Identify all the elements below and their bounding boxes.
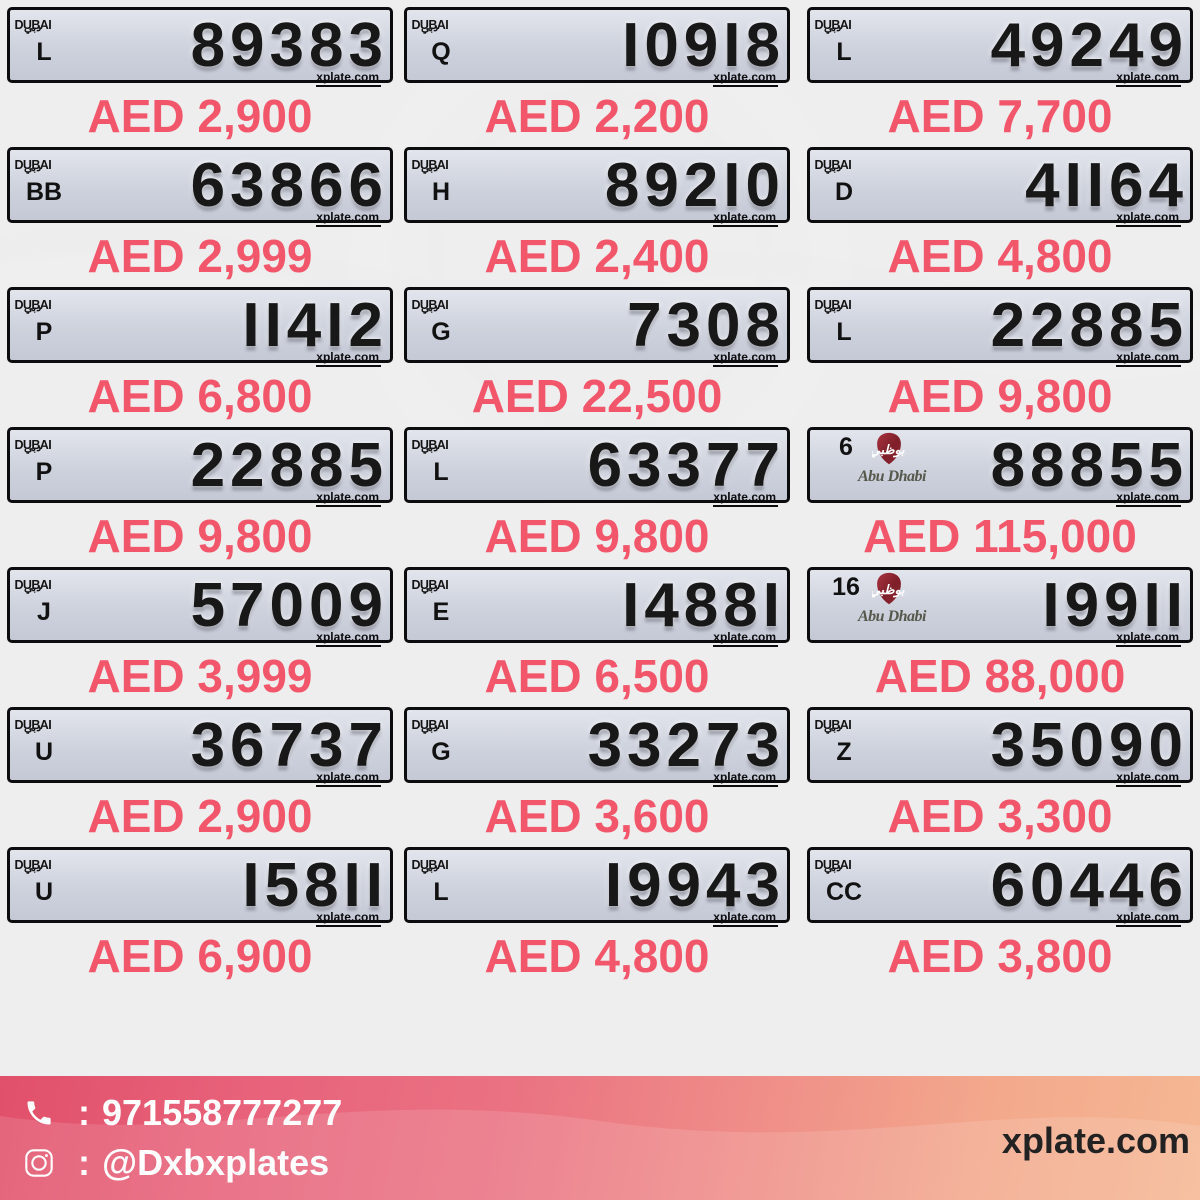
svg-text:دبي: دبي [421,582,438,595]
svg-text:دبي: دبي [421,722,438,735]
svg-text:دبي: دبي [24,862,41,875]
svg-text:دبي: دبي [824,162,841,175]
svg-text:دبي: دبي [421,442,438,455]
svg-text:دبي: دبي [24,442,41,455]
svg-text:دبي: دبي [421,302,438,315]
svg-text:دبي: دبي [24,22,41,35]
svg-text:دبي: دبي [824,302,841,315]
svg-text:دبي: دبي [421,862,438,875]
svg-text:دبي: دبي [24,302,41,315]
svg-text:دبي: دبي [24,162,41,175]
svg-text:دبي: دبي [421,162,438,175]
svg-text:دبي: دبي [824,22,841,35]
svg-text:دبي: دبي [824,722,841,735]
svg-text:دبي: دبي [824,862,841,875]
svg-text:دبي: دبي [421,22,438,35]
svg-text:دبي: دبي [24,722,41,735]
svg-text:دبي: دبي [24,582,41,595]
